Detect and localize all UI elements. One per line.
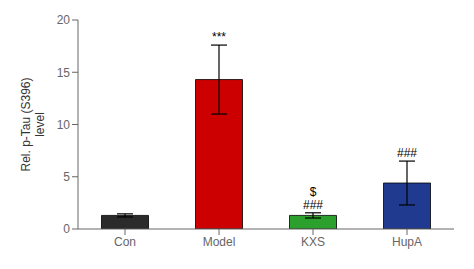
svg-text:Rel. p-Tau (S396)level: Rel. p-Tau (S396)level (19, 77, 47, 171)
svg-text:10: 10 (57, 118, 71, 132)
svg-text:$: $ (310, 185, 317, 199)
svg-text:15: 15 (57, 66, 71, 80)
svg-text:***: *** (212, 30, 226, 44)
svg-text:HupA: HupA (392, 235, 422, 249)
svg-text:###: ### (397, 146, 417, 160)
svg-text:5: 5 (63, 170, 70, 184)
svg-text:20: 20 (57, 13, 71, 27)
svg-text:###: ### (303, 198, 323, 212)
svg-text:KXS: KXS (301, 235, 325, 249)
svg-text:Con: Con (114, 235, 136, 249)
svg-text:0: 0 (63, 222, 70, 236)
svg-text:Model: Model (203, 235, 236, 249)
